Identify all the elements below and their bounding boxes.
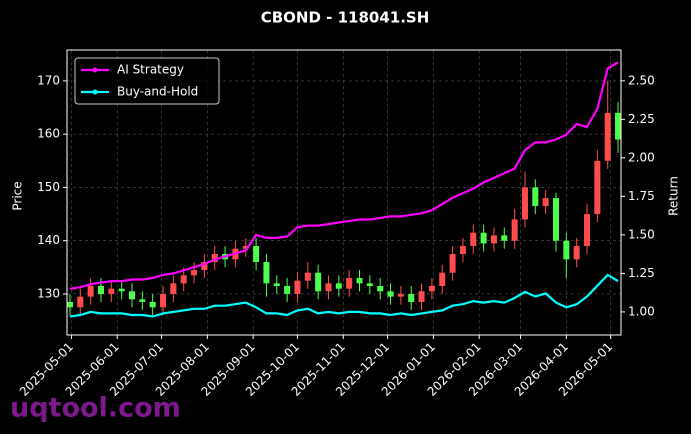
candle-body <box>449 254 456 273</box>
y-tick-label: 170 <box>37 73 60 87</box>
candle-body <box>439 272 446 286</box>
candle-body <box>501 235 508 241</box>
candle-body <box>180 275 187 284</box>
legend-label: Buy-and-Hold <box>117 85 198 99</box>
candle-body <box>563 240 570 260</box>
plot-frame <box>66 49 622 336</box>
series-line <box>69 273 619 318</box>
candle-body <box>118 288 125 292</box>
candle-body <box>470 232 477 247</box>
candle-body <box>294 280 301 294</box>
candle-body <box>108 288 115 294</box>
y2-tick-label: 2.00 <box>628 150 655 164</box>
candle-body <box>201 262 208 271</box>
candle-body <box>459 246 466 255</box>
candle-body <box>490 235 497 244</box>
candle-body <box>584 214 591 247</box>
candle-body <box>521 187 528 220</box>
candle-body <box>418 291 425 302</box>
candle-body <box>191 270 198 276</box>
y-axis-label: Price <box>11 181 25 210</box>
legend-label: AI Strategy <box>117 63 184 77</box>
y-tick-label: 150 <box>37 180 60 194</box>
candle-body <box>97 285 104 294</box>
y-tick-label: 130 <box>37 286 60 300</box>
candle-body <box>170 283 177 294</box>
y2-axis-label: Return <box>667 176 681 216</box>
y-tick-label: 140 <box>37 233 60 247</box>
candle-body <box>532 187 539 207</box>
candle-body <box>273 283 280 286</box>
y2-tick-label: 1.75 <box>628 189 655 203</box>
candle-body <box>552 198 559 241</box>
candle-body <box>284 285 291 294</box>
legend-box <box>74 57 220 105</box>
candle-body <box>129 291 136 300</box>
candle-body <box>594 160 601 215</box>
watermark: uqtool.com <box>10 393 181 424</box>
candle-body <box>604 112 611 161</box>
y2-tick-label: 1.00 <box>628 304 655 318</box>
candle-body <box>397 293 404 297</box>
candle-body <box>211 254 218 263</box>
y2-tick-label: 1.50 <box>628 227 655 241</box>
candle-body <box>480 232 487 244</box>
candle-body <box>335 283 342 289</box>
legend-marker <box>92 67 98 73</box>
candle-body <box>315 272 322 292</box>
candle-body <box>66 301 73 308</box>
y-tick-label: 160 <box>37 127 60 141</box>
candle-body <box>149 301 156 308</box>
candle-body <box>428 285 435 292</box>
legend-marker <box>92 89 98 95</box>
candle-body <box>304 272 311 281</box>
candle-body <box>325 283 332 292</box>
candle-body <box>253 246 260 263</box>
candle-body <box>346 278 353 289</box>
y2-tick-label: 2.50 <box>628 73 655 87</box>
candle-body <box>377 285 384 292</box>
y2-tick-label: 1.25 <box>628 266 655 280</box>
series-line <box>69 61 619 290</box>
candle-body <box>542 198 549 207</box>
candle-body <box>139 299 146 302</box>
candle-body <box>408 293 415 302</box>
y2-tick-label: 2.25 <box>628 112 655 126</box>
candle-body <box>511 219 518 241</box>
candle-body <box>615 112 622 140</box>
candle-body <box>160 293 167 308</box>
candle-body <box>242 246 249 249</box>
candle-body <box>573 246 580 260</box>
chart-title: CBOND - 118041.SH <box>261 9 430 27</box>
candle-body <box>263 262 270 284</box>
candle-body <box>387 291 394 297</box>
candle-body <box>366 283 373 286</box>
candle-body <box>77 296 84 308</box>
candle-body <box>87 285 94 297</box>
candle-body <box>356 278 363 284</box>
